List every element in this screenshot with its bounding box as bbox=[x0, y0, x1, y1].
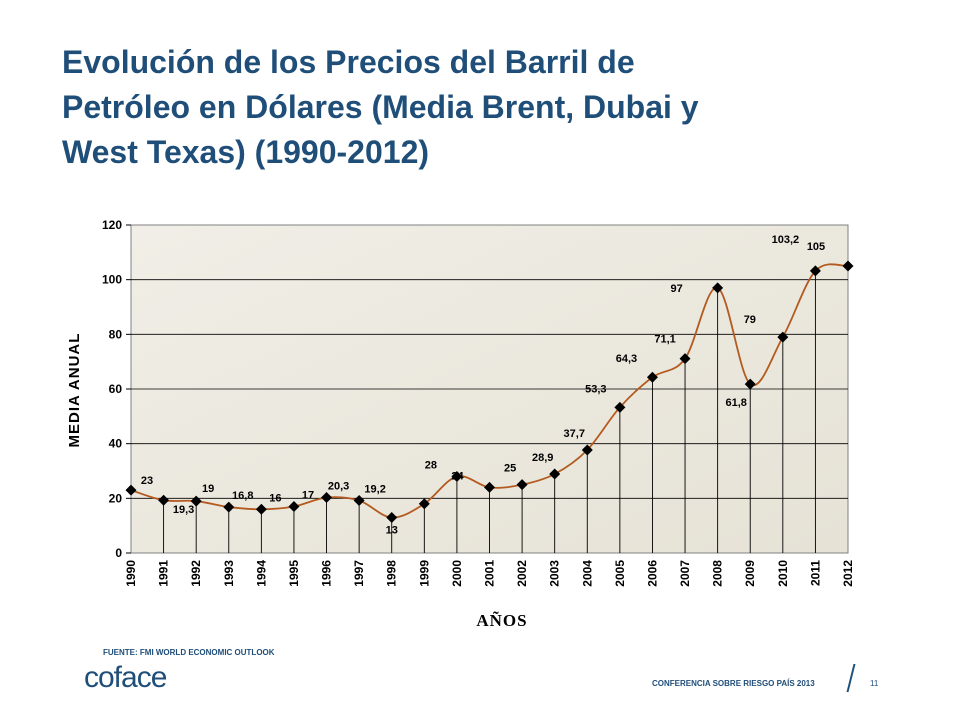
coface-logo: coface bbox=[84, 661, 167, 694]
data-label: 28,9 bbox=[532, 452, 553, 464]
data-label: 61,8 bbox=[726, 397, 747, 409]
x-tick-label: 2006 bbox=[645, 560, 659, 587]
title-line-2: Petróleo en Dólares (Media Brent, Dubai … bbox=[62, 89, 699, 125]
x-tick-label: 2008 bbox=[711, 560, 725, 587]
x-tick-label: 1992 bbox=[189, 560, 203, 587]
data-point bbox=[549, 468, 561, 480]
data-point bbox=[451, 470, 463, 482]
data-label: 17 bbox=[302, 490, 314, 502]
data-point bbox=[581, 444, 593, 456]
source-note: FUENTE: FMI WORLD ECONOMIC OUTLOOK bbox=[103, 648, 275, 657]
data-point bbox=[353, 495, 365, 507]
y-tick-label: 60 bbox=[109, 382, 123, 396]
page-title: Evolución de los Precios del Barril de P… bbox=[62, 40, 862, 175]
x-tick-label: 1994 bbox=[254, 560, 268, 587]
data-label: 19,3 bbox=[173, 504, 194, 516]
data-point bbox=[614, 401, 626, 413]
x-tick-label: 2001 bbox=[483, 560, 497, 587]
data-label: 19 bbox=[202, 483, 214, 495]
data-point bbox=[777, 331, 789, 343]
data-point bbox=[516, 479, 528, 491]
data-point bbox=[712, 282, 724, 294]
data-label: 24 bbox=[451, 470, 464, 482]
data-label: 20,3 bbox=[328, 481, 349, 493]
data-point bbox=[646, 371, 658, 383]
data-label: 19,2 bbox=[364, 484, 385, 496]
data-label: 97 bbox=[671, 283, 683, 295]
x-tick-label: 2012 bbox=[841, 560, 855, 587]
y-tick-label: 20 bbox=[109, 491, 123, 505]
data-label: 64,3 bbox=[616, 353, 637, 365]
y-tick-label: 120 bbox=[102, 218, 122, 232]
y-axis-label: MEDIA ANUAL bbox=[66, 333, 83, 448]
data-point bbox=[809, 265, 821, 277]
x-tick-label: 1997 bbox=[352, 560, 366, 587]
data-point bbox=[255, 503, 267, 515]
x-tick-label: 2007 bbox=[678, 560, 692, 587]
data-label: 71,1 bbox=[654, 334, 675, 346]
x-tick-label: 2002 bbox=[515, 560, 529, 587]
data-point bbox=[158, 494, 170, 506]
data-point bbox=[418, 498, 430, 510]
data-point bbox=[842, 260, 854, 272]
data-point bbox=[190, 495, 202, 507]
data-label: 16 bbox=[269, 492, 281, 504]
data-label: 53,3 bbox=[585, 383, 606, 395]
data-point bbox=[679, 353, 691, 365]
x-tick-label: 1993 bbox=[222, 560, 236, 587]
conference-label: CONFERENCIA SOBRE RIESGO PAÍS 2013 bbox=[652, 679, 815, 688]
title-line-1: Evolución de los Precios del Barril de bbox=[62, 44, 635, 80]
data-point bbox=[321, 492, 333, 504]
data-label: 28 bbox=[425, 459, 437, 471]
data-point bbox=[288, 501, 300, 513]
x-tick-label: 1991 bbox=[157, 560, 171, 587]
title-line-3: West Texas) (1990-2012) bbox=[62, 134, 430, 170]
y-tick-label: 0 bbox=[115, 546, 122, 560]
data-point bbox=[386, 511, 398, 523]
y-tick-labels: 0 20 40 60 80 100 120 bbox=[102, 218, 122, 560]
data-point bbox=[125, 484, 137, 496]
x-tick-label: 1998 bbox=[385, 560, 399, 587]
data-label: 37,7 bbox=[564, 428, 585, 440]
x-tick-label: 1990 bbox=[124, 560, 138, 587]
data-label: 25 bbox=[504, 463, 516, 475]
data-labels: 23 19,3 19 16,8 16 17 20,3 19,2 13 28 24 25 28,9 37,7… bbox=[141, 234, 825, 537]
y-tick-label: 100 bbox=[102, 273, 122, 287]
x-tick-label: 1996 bbox=[320, 560, 334, 587]
x-tick-label: 2011 bbox=[808, 560, 822, 586]
x-tick-label: 2005 bbox=[613, 560, 627, 587]
x-tick-label: 2009 bbox=[743, 560, 757, 587]
page-number: 11 bbox=[870, 679, 879, 688]
x-tick-label: 2003 bbox=[548, 560, 562, 587]
x-tick-label: 2004 bbox=[580, 560, 594, 587]
data-label: 105 bbox=[807, 241, 825, 253]
x-tick-label: 1995 bbox=[287, 560, 301, 587]
data-label: 103,2 bbox=[772, 234, 800, 246]
x-axis-label: AÑOS bbox=[476, 611, 527, 630]
data-markers bbox=[125, 260, 854, 523]
data-label: 79 bbox=[744, 314, 756, 326]
data-point bbox=[223, 501, 235, 513]
data-label: 23 bbox=[141, 475, 153, 487]
x-tick-label: 2000 bbox=[450, 560, 464, 587]
y-tick-label: 40 bbox=[109, 437, 123, 451]
y-tick-label: 80 bbox=[109, 327, 123, 341]
data-label: 16,8 bbox=[232, 490, 253, 502]
x-tick-labels: 1990 1991 1992 1993 1994 1995 1996 1997 1998 1999… bbox=[124, 560, 855, 587]
x-tick-label: 1999 bbox=[417, 560, 431, 587]
data-point bbox=[484, 481, 495, 493]
x-tick-label: 2010 bbox=[776, 560, 790, 587]
data-label: 13 bbox=[386, 524, 398, 536]
data-point bbox=[744, 378, 756, 390]
drop-lines bbox=[163, 270, 816, 553]
